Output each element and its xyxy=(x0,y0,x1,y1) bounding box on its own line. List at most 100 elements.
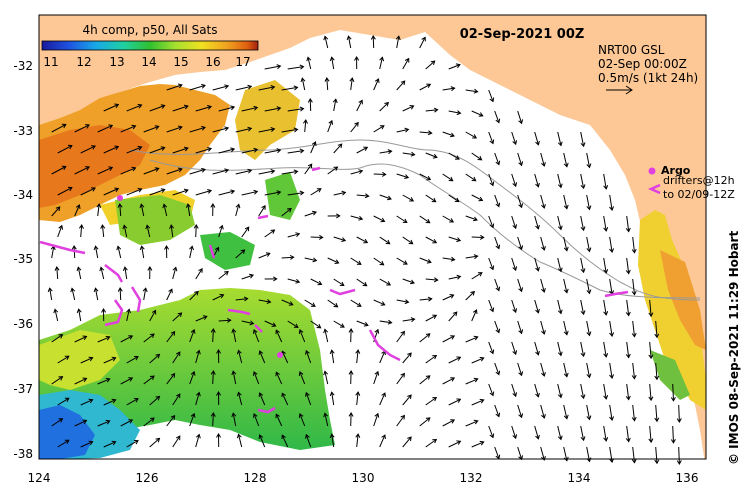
velocity-arrow xyxy=(678,446,680,465)
velocity-arrow-head xyxy=(432,438,438,444)
velocity-arrow xyxy=(534,215,539,229)
velocity-arrow xyxy=(655,446,658,464)
velocity-arrow xyxy=(172,267,177,280)
velocity-arrow xyxy=(143,417,155,427)
velocity-arrow-head xyxy=(670,397,676,402)
velocity-arrow-head xyxy=(318,234,324,240)
velocity-arrow-head xyxy=(300,77,306,83)
velocity-arrow xyxy=(396,373,405,385)
velocity-arrow xyxy=(586,152,590,168)
velocity-arrow-head xyxy=(270,85,276,90)
velocity-arrow xyxy=(74,419,87,427)
velocity-arrow xyxy=(143,333,155,343)
velocity-arrow-head xyxy=(358,169,364,175)
velocity-arrow xyxy=(442,294,454,301)
velocity-arrow xyxy=(172,393,181,406)
argo-float-marker xyxy=(277,352,283,358)
velocity-arrow xyxy=(287,278,300,283)
velocity-arrow-head xyxy=(563,204,569,210)
velocity-arrow-head xyxy=(183,188,189,194)
velocity-arrow xyxy=(379,102,389,112)
velocity-arrow xyxy=(402,152,415,156)
velocity-arrow-head xyxy=(557,267,563,273)
velocity-arrow-head xyxy=(307,163,313,169)
velocity-arrow-head xyxy=(535,350,540,356)
velocity-scale-label: 0.5m/s (1kt 24h) xyxy=(598,71,698,85)
velocity-arrow-head xyxy=(214,246,220,252)
drifter-track xyxy=(227,308,251,316)
velocity-arrow xyxy=(356,100,363,112)
velocity-arrow-head xyxy=(116,245,122,251)
velocity-arrow xyxy=(189,371,195,385)
velocity-arrow-head xyxy=(207,147,213,152)
velocity-arrow xyxy=(488,425,494,438)
velocity-arrow-head xyxy=(450,377,456,382)
velocity-arrow xyxy=(80,357,93,364)
velocity-arrow xyxy=(442,419,455,427)
velocity-arrow xyxy=(419,417,431,427)
velocity-arrow-head xyxy=(454,197,460,203)
velocity-arrow xyxy=(609,446,613,463)
velocity-arrow-head xyxy=(111,440,117,446)
velocity-arrow xyxy=(603,215,607,231)
velocity-arrow-head xyxy=(64,355,70,361)
velocity-arrow-head xyxy=(202,315,208,320)
velocity-arrow-head xyxy=(409,105,415,110)
velocity-arrow xyxy=(563,404,568,419)
velocity-arrow-head xyxy=(281,434,286,440)
velocity-arrow xyxy=(305,392,312,406)
velocity-arrow xyxy=(540,278,545,293)
velocity-arrow xyxy=(120,125,136,133)
velocity-arrow xyxy=(517,194,523,208)
velocity-arrow-head xyxy=(298,328,304,334)
velocity-arrow xyxy=(356,146,368,154)
velocity-arrow xyxy=(258,86,275,91)
velocity-arrow-head xyxy=(155,437,161,443)
velocity-arrow xyxy=(540,362,545,377)
argo-legend-label: Argo xyxy=(661,164,691,177)
velocity-arrow-head xyxy=(82,419,88,425)
velocity-arrow-head xyxy=(305,433,310,439)
velocity-arrow-head xyxy=(425,218,431,224)
velocity-arrow xyxy=(396,299,409,303)
velocity-arrow-head xyxy=(386,195,392,201)
velocity-arrow-head xyxy=(231,412,237,418)
velocity-arrow xyxy=(195,392,200,406)
velocity-arrow xyxy=(609,194,613,211)
velocity-arrow-head xyxy=(426,83,432,88)
velocity-arrow xyxy=(324,371,329,385)
velocity-arrow xyxy=(327,120,333,133)
velocity-arrow xyxy=(402,394,412,406)
velocity-arrow xyxy=(124,267,128,280)
velocity-arrow xyxy=(632,446,635,463)
velocity-arrow xyxy=(373,215,385,222)
velocity-arrow xyxy=(264,65,281,70)
drifter-track xyxy=(104,299,124,327)
velocity-arrow xyxy=(212,127,229,133)
velocity-arrow xyxy=(419,333,431,343)
velocity-arrow xyxy=(324,413,329,427)
velocity-arrow-head xyxy=(236,391,242,397)
velocity-arrow-head xyxy=(147,266,153,271)
velocity-arrow-head xyxy=(456,398,462,403)
velocity-arrow xyxy=(299,413,306,427)
velocity-arrow xyxy=(586,278,590,294)
velocity-arrow-head xyxy=(195,391,201,397)
velocity-arrow-head xyxy=(518,329,524,335)
velocity-arrow xyxy=(166,288,173,301)
velocity-arrow-head xyxy=(71,245,77,250)
velocity-arrow xyxy=(419,257,432,263)
velocity-arrow xyxy=(396,257,408,265)
velocity-arrow xyxy=(241,191,258,196)
velocity-arrow xyxy=(580,299,585,315)
velocity-arrow xyxy=(143,375,155,385)
velocity-arrow-head xyxy=(298,370,304,376)
velocity-arrow xyxy=(149,396,160,406)
velocity-arrow-head xyxy=(293,169,299,175)
lon-label: 132 xyxy=(460,471,483,485)
velocity-arrow-head xyxy=(105,335,111,341)
velocity-arrow xyxy=(238,392,243,406)
sst-patch-green-mid xyxy=(115,195,195,245)
drifter-track xyxy=(257,214,269,220)
